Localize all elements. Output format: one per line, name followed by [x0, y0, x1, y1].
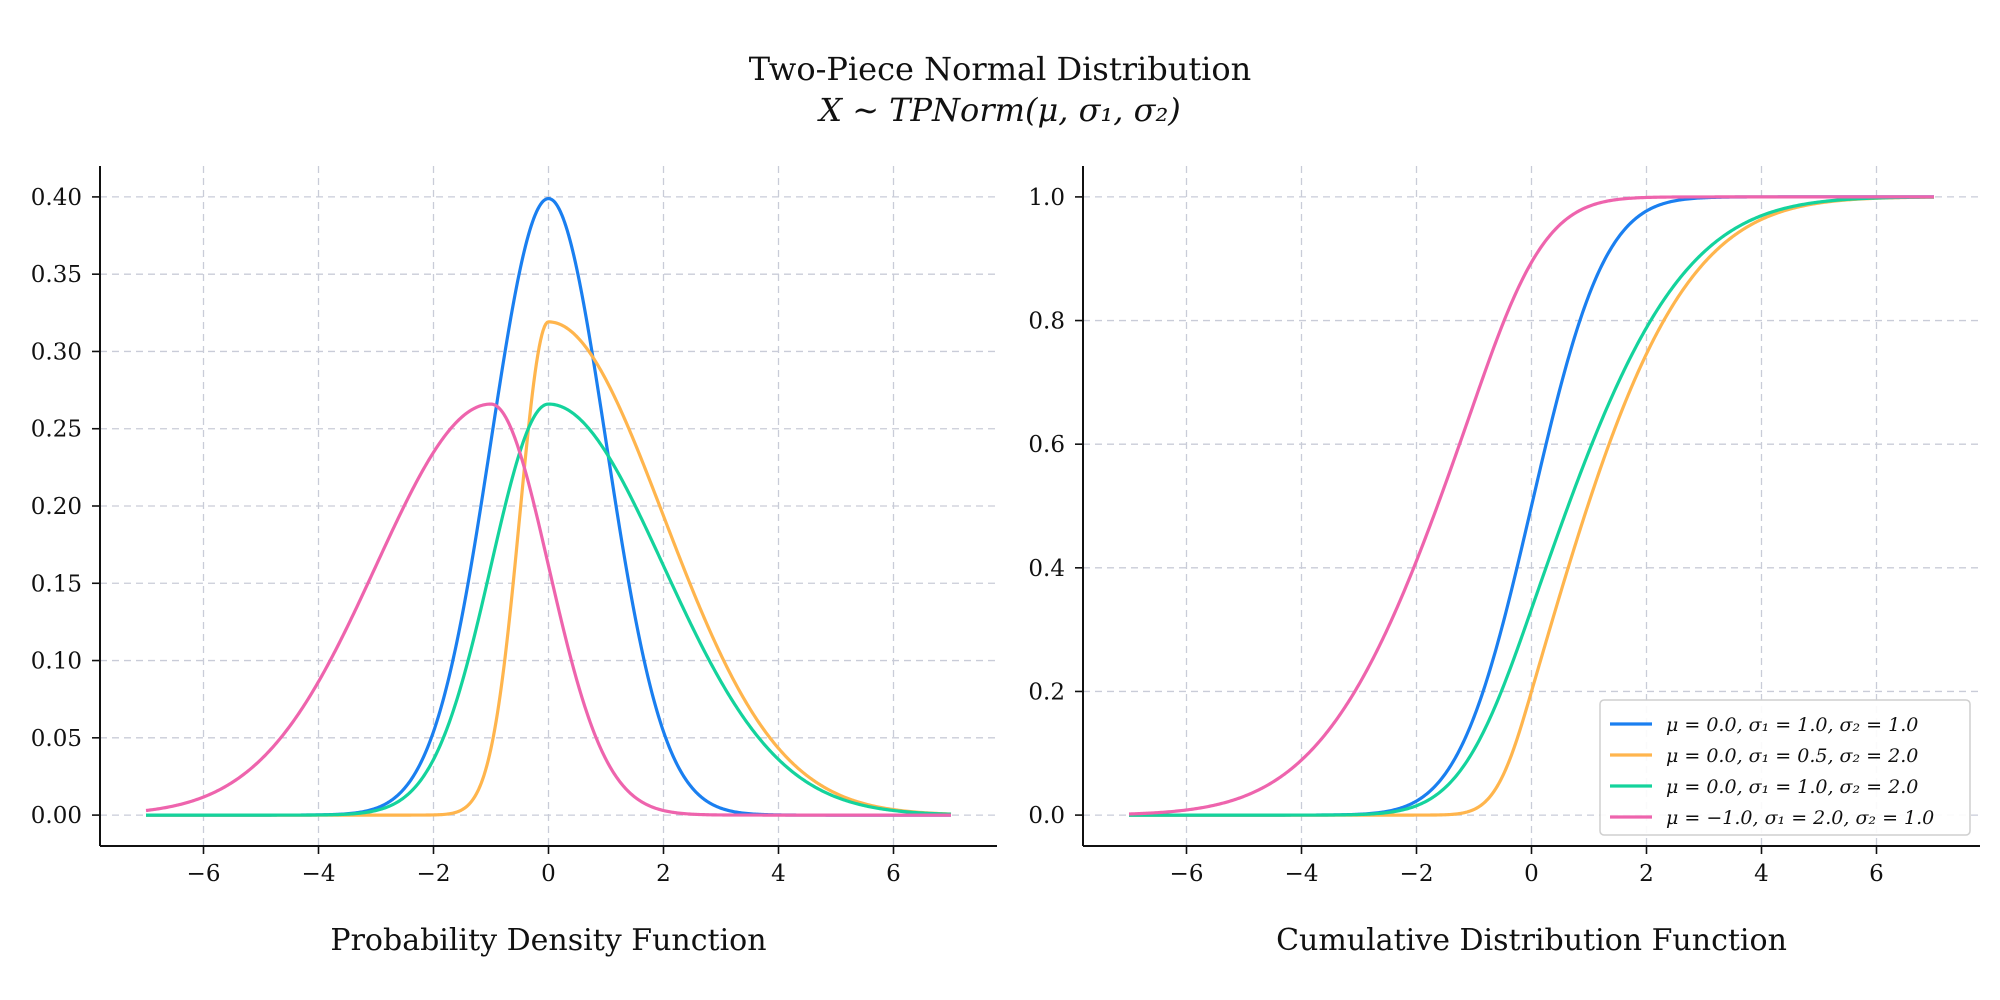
x-tick-label: 4 [1754, 861, 1769, 887]
legend-entry: μ = 0.0, σ₁ = 1.0, σ₂ = 1.0 [1666, 714, 1918, 736]
x-tick-label: 6 [1869, 861, 1884, 887]
y-tick-label: 0.00 [31, 803, 82, 829]
x-tick-label: −6 [187, 861, 221, 887]
figure-title-block: Two-Piece Normal Distribution X ∼ TPNorm… [0, 48, 2000, 130]
y-tick-label: 0.4 [1028, 556, 1065, 582]
x-axis-label: Probability Density Function [330, 923, 766, 958]
cdf-panel: −6 −4 −2 0 2 4 6 0.0 0.2 0.4 0.6 0.8 1.0 Cumulative D… [1028, 166, 1980, 958]
legend-box [1599, 699, 1971, 836]
x-tick-label: −2 [417, 861, 451, 887]
y-tick-label: 0.10 [31, 649, 82, 675]
series-line-3 [145, 402, 952, 817]
legend-entry: μ = −1.0, σ₁ = 2.0, σ₂ = 1.0 [1666, 807, 1934, 829]
x-tick-label: 4 [771, 861, 786, 887]
y-tick-label: 0.20 [31, 494, 82, 520]
x-tick-label: 0 [1524, 861, 1539, 887]
figure-subtitle: X ∼ TPNorm(μ, σ₁, σ₂) [819, 91, 1181, 129]
x-axis-label: Cumulative Distribution Function [1276, 923, 1787, 958]
y-tick-label: 0.2 [1028, 679, 1065, 705]
y-tick-label: 0.15 [31, 571, 82, 597]
legend-entry: μ = 0.0, σ₁ = 1.0, σ₂ = 2.0 [1666, 776, 1918, 798]
series-line-3 [1128, 195, 1935, 816]
x-tick-label: 2 [656, 861, 671, 887]
series-line-2 [145, 402, 952, 817]
x-tick-label: 0 [541, 861, 556, 887]
x-tick-label: 2 [1639, 861, 1654, 887]
y-tick-label: 0.35 [31, 262, 82, 288]
y-tick-label: 0.25 [31, 417, 82, 443]
legend-entry: μ = 0.0, σ₁ = 0.5, σ₂ = 2.0 [1666, 745, 1918, 767]
y-tick-label: 0.0 [1028, 803, 1065, 829]
y-tick-label: 0.40 [31, 185, 82, 211]
x-tick-label: −4 [302, 861, 336, 887]
x-tick-label: 6 [886, 861, 901, 887]
x-tick-label: −2 [1400, 861, 1434, 887]
y-tick-label: 0.8 [1028, 309, 1065, 335]
x-tick-label: −6 [1170, 861, 1204, 887]
pdf-panel: −6 −4 −2 0 2 4 6 0.00 0.05 0.10 0.15 0.20 0.25 0.30 0.… [31, 166, 997, 958]
y-tick-label: 0.6 [1028, 432, 1065, 458]
x-tick-label: −4 [1285, 861, 1319, 887]
series-line-2 [1128, 195, 1935, 817]
y-tick-label: 1.0 [1028, 185, 1065, 211]
y-tick-label: 0.30 [31, 339, 82, 365]
figure-title: Two-Piece Normal Distribution [748, 50, 1252, 88]
y-tick-label: 0.05 [31, 726, 82, 752]
